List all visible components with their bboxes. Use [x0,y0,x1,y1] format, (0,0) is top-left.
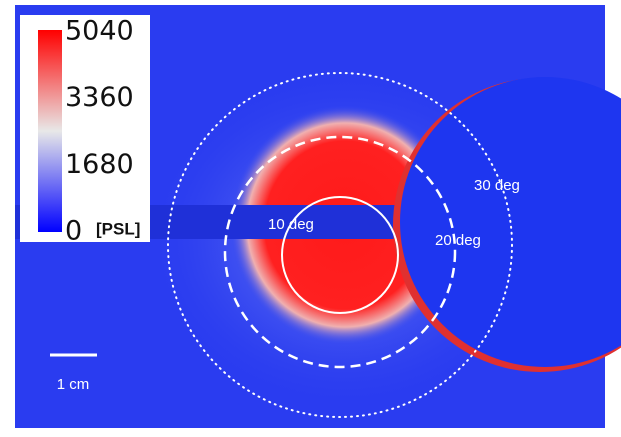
figure: 10 deg 20 deg 30 deg 1 cm [PSL] 0 1680 336… [0,0,621,437]
colorbar-unit: [PSL] [96,219,140,238]
colorbar-tick-label: 1680 [65,149,134,180]
colorbar-tick-label: 5040 [65,16,134,47]
colorbar-tick-label: 0 [65,216,82,247]
colorbar-tick-label: 3360 [65,82,134,113]
label-30deg: 30 deg [474,177,520,194]
label-10deg: 10 deg [268,216,314,233]
colorbar [38,30,62,232]
label-20deg: 20 deg [435,232,481,249]
scale-label: 1 cm [57,376,90,393]
